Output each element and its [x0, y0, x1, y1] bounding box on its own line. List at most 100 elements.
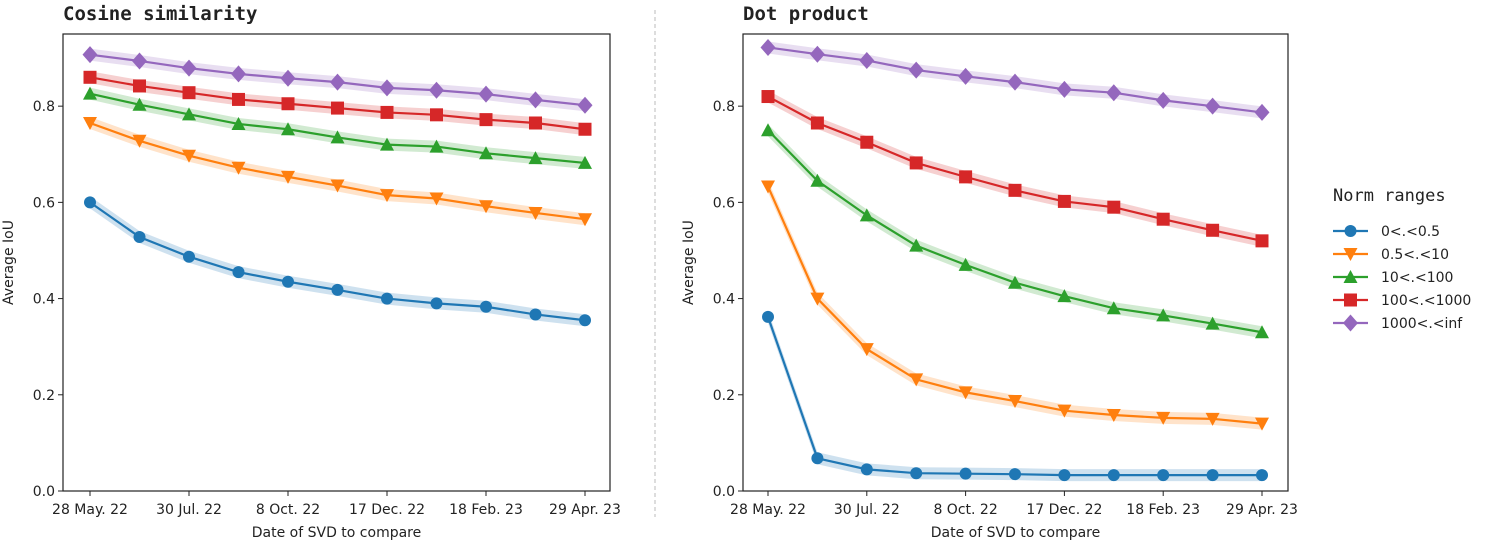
data-point	[1107, 200, 1121, 214]
data-point	[231, 161, 246, 175]
data-point	[859, 51, 875, 69]
data-point	[810, 292, 825, 306]
data-point	[430, 297, 443, 310]
confidence-band	[768, 124, 1262, 339]
x-tick-label: 8 Oct. 22	[933, 502, 997, 518]
y-tick-label: 0.8	[713, 99, 735, 115]
data-point	[331, 283, 344, 296]
data-point	[1007, 73, 1023, 91]
data-point	[1107, 469, 1120, 482]
data-point	[1106, 84, 1122, 102]
confidence-band	[768, 180, 1262, 430]
x-tick-label: 28 May. 22	[52, 502, 128, 518]
data-point	[232, 266, 245, 279]
data-point	[1255, 325, 1269, 339]
data-point	[761, 123, 775, 137]
data-point	[1057, 404, 1072, 418]
legend-entry: 1000<.<inf	[1333, 314, 1463, 332]
data-point	[82, 46, 98, 64]
data-point	[1206, 469, 1219, 482]
subplot-2: Dot product 0.0 0.2 0.4 0.6 0.8 28 May. 22 30 J…	[681, 3, 1298, 541]
data-point	[860, 463, 873, 476]
series-line	[89, 201, 586, 322]
data-point	[577, 96, 593, 114]
data-point	[281, 122, 295, 136]
data-point	[1255, 234, 1269, 248]
y-axis-label: Average IoU	[1, 220, 17, 305]
data-point	[133, 79, 146, 93]
data-point	[910, 467, 923, 480]
data-point	[479, 113, 493, 127]
data-point	[529, 116, 542, 130]
chart-title: Dot product	[743, 3, 869, 25]
data-point	[1206, 223, 1220, 237]
data-point	[762, 310, 774, 323]
data-point	[281, 97, 295, 111]
y-axis-label: Average IoU	[681, 220, 697, 305]
data-point	[811, 452, 824, 465]
data-point	[182, 107, 196, 121]
x-tick-label: 17 Dec. 22	[1026, 502, 1102, 518]
y-tick-label: 0.2	[713, 388, 735, 404]
x-axis-label: Date of SVD to compare	[931, 525, 1100, 541]
data-point	[429, 81, 444, 99]
x-tick-label: 29 Apr. 23	[549, 502, 621, 518]
data-point	[132, 97, 147, 111]
data-point	[958, 67, 974, 85]
data-point	[908, 61, 924, 79]
data-point	[528, 91, 543, 109]
data-point	[330, 73, 345, 91]
data-point	[429, 139, 444, 153]
y-tick-label: 0.4	[33, 292, 55, 308]
data-point	[133, 231, 146, 244]
legend-label: 1000<.<inf	[1381, 316, 1463, 332]
data-point	[1106, 301, 1121, 315]
data-point	[1057, 194, 1071, 208]
axes-frame	[62, 33, 611, 492]
data-point	[1156, 411, 1171, 425]
legend-entry: 0.5<.<10	[1333, 247, 1449, 263]
data-point	[84, 196, 96, 209]
data-point	[528, 206, 543, 220]
legend-title: Norm ranges	[1333, 186, 1446, 206]
legend-label: 0<.<0.5	[1381, 224, 1440, 240]
data-point	[1106, 408, 1121, 422]
data-point	[958, 386, 973, 400]
data-point	[83, 116, 97, 130]
legend-label: 0.5<.<10	[1381, 247, 1449, 263]
series-10<.<100	[83, 86, 592, 169]
data-point	[232, 92, 245, 106]
data-point	[1256, 469, 1268, 482]
x-tick-label: 28 May. 22	[730, 502, 806, 518]
data-point	[958, 257, 973, 271]
series-10<.<100	[761, 123, 1269, 339]
data-point	[182, 86, 196, 100]
data-point	[479, 200, 493, 214]
series-0.5<.<10	[761, 180, 1269, 431]
data-point	[1008, 275, 1022, 289]
y-tick-label: 0.8	[33, 99, 55, 115]
data-point	[1058, 469, 1071, 482]
data-point	[182, 149, 196, 163]
legend-label: 100<.<1000	[1381, 293, 1471, 309]
data-point	[429, 192, 444, 206]
legend-entry: 100<.<1000	[1333, 293, 1471, 309]
data-point	[1056, 80, 1072, 98]
x-tick-label: 18 Feb. 23	[449, 502, 523, 518]
data-point	[809, 45, 825, 63]
data-point	[83, 70, 97, 84]
data-point	[529, 308, 542, 321]
data-point	[578, 155, 592, 169]
data-point	[579, 314, 591, 327]
data-point	[860, 135, 874, 149]
data-point	[1008, 183, 1022, 197]
series-0<.<0.5	[762, 310, 1268, 482]
subplot-1: Cosine similarity 0.0 0.2 0.4 0.6 0.8 28 May. …	[1, 3, 621, 541]
data-point	[1157, 469, 1170, 482]
series-0<.<0.5	[84, 196, 591, 327]
data-point	[1205, 412, 1220, 426]
data-point	[331, 101, 344, 115]
legend: Norm ranges 0<.<0.5 0.5<.<10 10<.<100 100<.…	[1333, 186, 1471, 332]
x-axis-label: Date of SVD to compare	[252, 525, 421, 541]
data-point	[761, 90, 775, 104]
